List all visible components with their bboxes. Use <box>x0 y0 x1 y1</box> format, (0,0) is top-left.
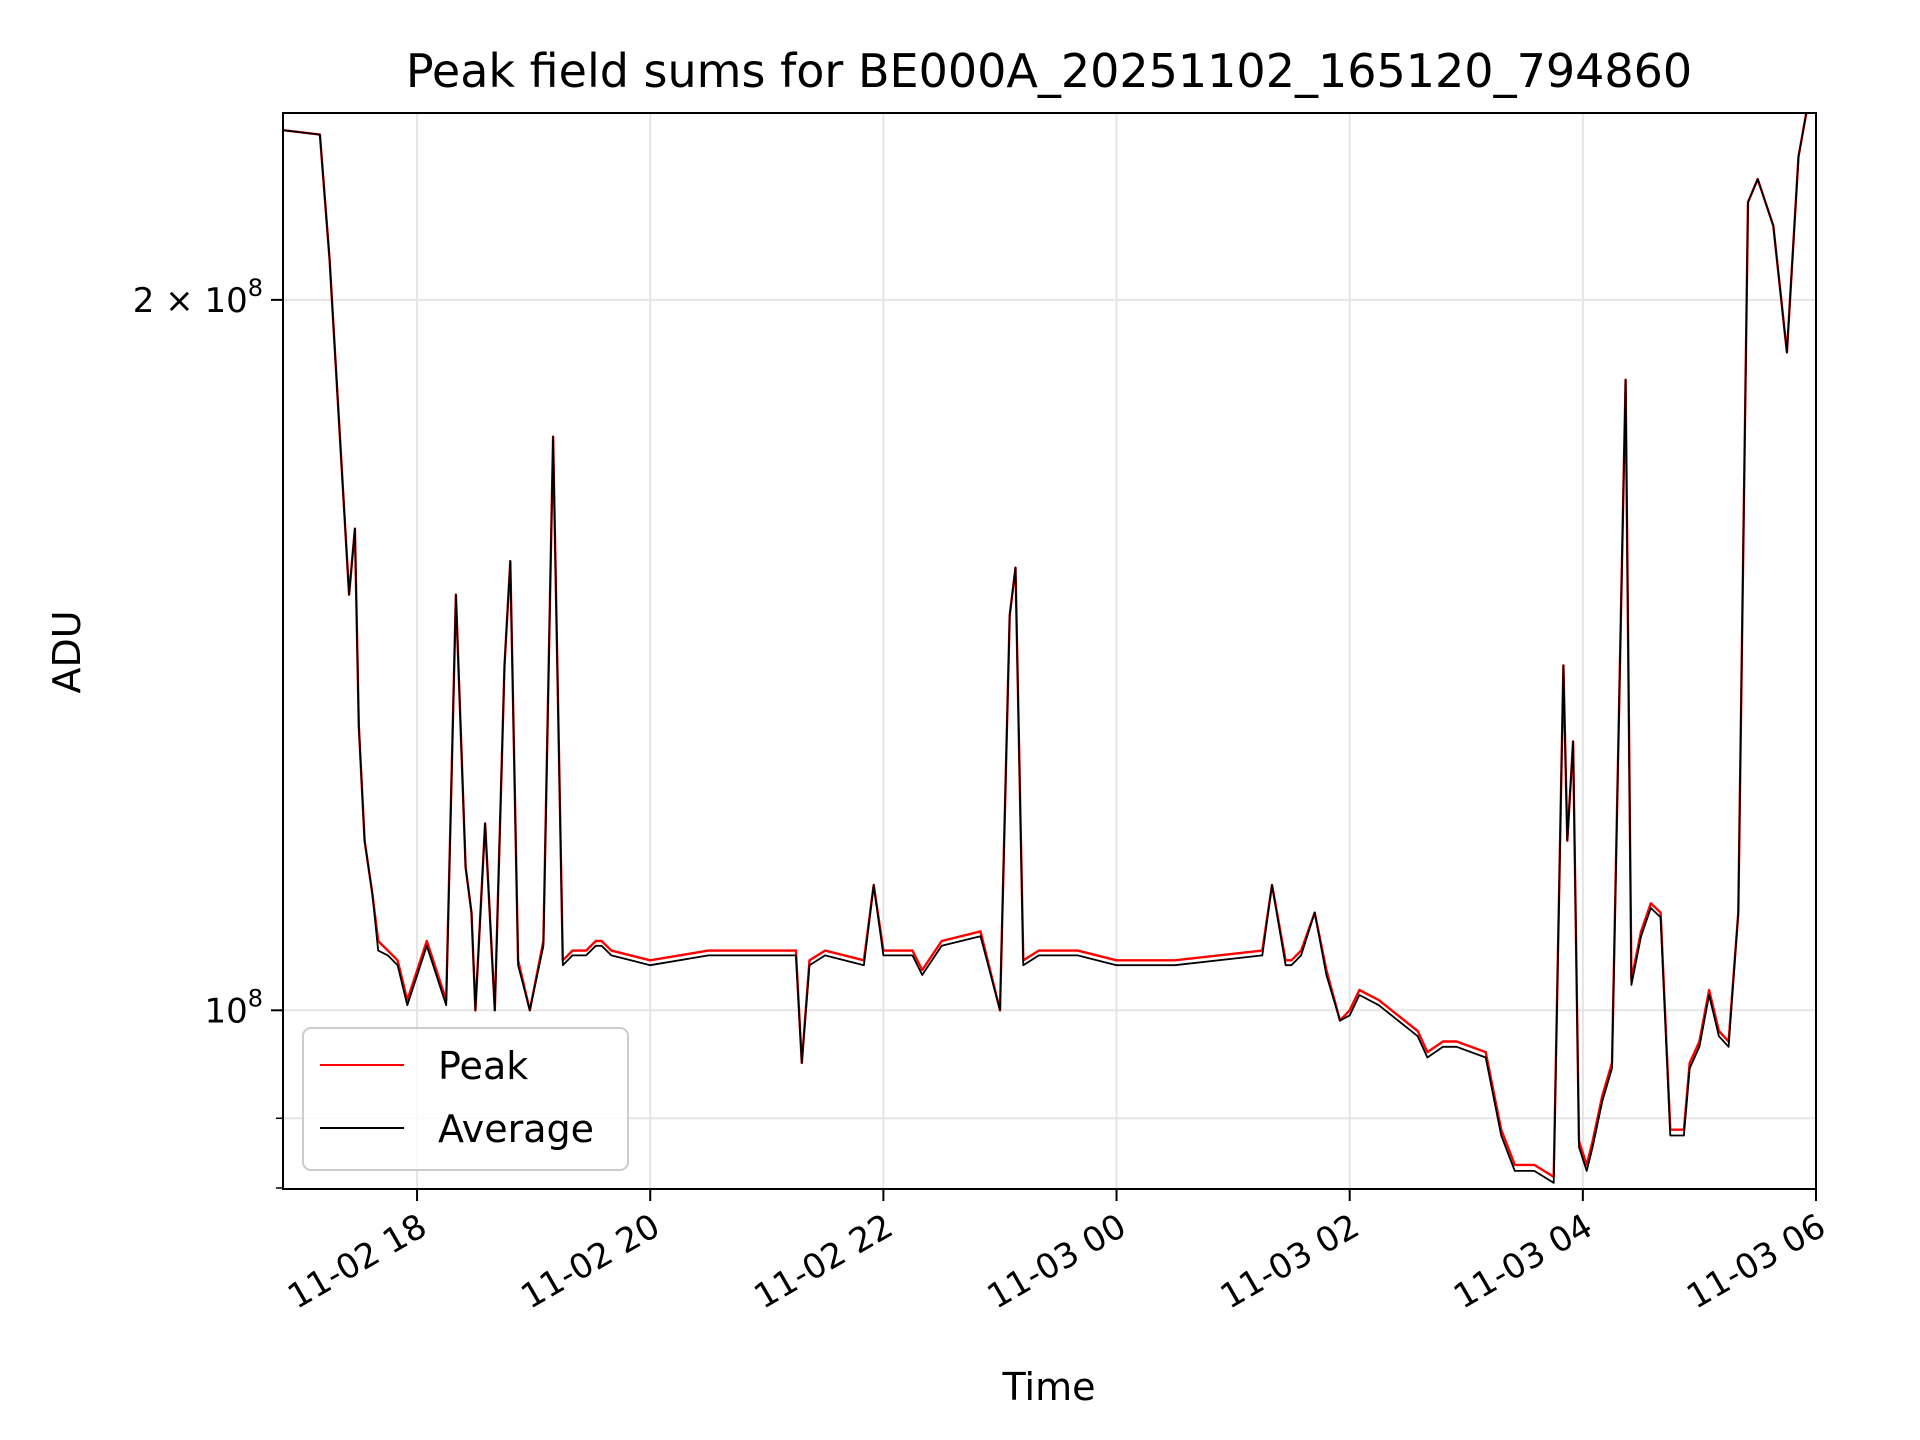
y-tick-label: 2 × 108 <box>133 274 263 321</box>
plot-frame <box>282 112 1817 1190</box>
legend-label-average: Average <box>438 1107 594 1151</box>
y-tick-base: 2 × 10 <box>133 281 248 321</box>
y-axis-label: ADU <box>45 610 89 693</box>
grid-layer <box>283 113 1816 1189</box>
legend: Peak Average <box>302 1027 629 1171</box>
y-tick-label: 108 <box>204 984 263 1031</box>
plot-layer <box>283 113 1808 1184</box>
x-axis-label: Time <box>1002 1365 1096 1409</box>
chart-title: Peak field sums for BE000A_20251102_1651… <box>406 44 1692 98</box>
legend-label-peak: Peak <box>438 1044 528 1088</box>
y-tick-exponent: 8 <box>248 984 263 1012</box>
y-tick-base: 10 <box>204 991 247 1031</box>
series-line-average <box>283 113 1808 1184</box>
legend-box <box>302 1027 629 1171</box>
y-tick-exponent: 8 <box>248 274 263 302</box>
